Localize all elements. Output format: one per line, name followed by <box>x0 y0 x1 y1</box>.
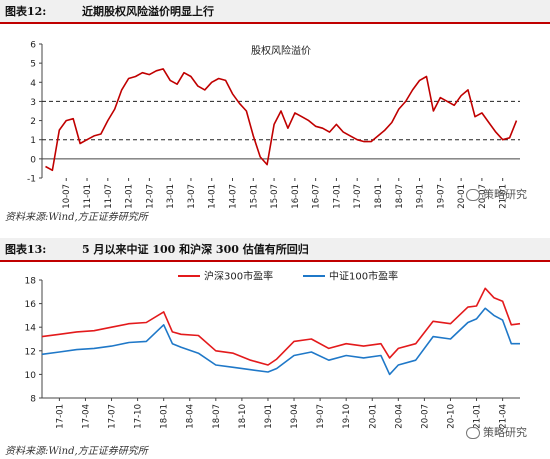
x-tick-label: 17-07 <box>108 404 118 429</box>
figure2-header: 图表13: 5 月以来中证 100 和沪深 300 估值有所回归 <box>0 238 550 262</box>
x-tick-label: 14-01 <box>208 184 218 209</box>
x-tick-label: 21-01 <box>499 184 509 209</box>
figure1-watermark: 策略研究 <box>466 186 527 202</box>
series-line-1 <box>41 287 521 366</box>
x-tick-label: 17-10 <box>134 404 144 429</box>
y-tick-label: 4 <box>30 79 36 89</box>
wechat-icon <box>466 189 480 201</box>
x-tick-label: 17-04 <box>81 404 91 429</box>
series-line-1 <box>45 68 518 172</box>
figure1-number: 图表12: <box>5 5 47 18</box>
x-tick-label: 17-01 <box>55 404 65 429</box>
y-tick-label: 18 <box>25 277 37 287</box>
y-tick-label: 12 <box>25 347 36 357</box>
figure2-number: 图表13: <box>5 243 47 256</box>
x-tick-label: 16-07 <box>312 184 322 209</box>
x-tick-label: 19-04 <box>290 404 300 429</box>
x-tick-label: 11-01 <box>83 184 93 209</box>
x-tick-label: 18-01 <box>160 404 170 429</box>
figure1-chart: -1 0 1 2 3 4 5 6 10-07 11-01 11-07 12-01 12-07 13-01 1… <box>27 41 520 209</box>
x-tick-label: 19-01 <box>416 184 426 209</box>
legend-label-2: 中证100市盈率 <box>329 270 398 283</box>
y-tick-label: 3 <box>30 98 36 108</box>
y-tick-label: 16 <box>25 300 37 310</box>
x-tick-label: 20-01 <box>368 404 378 429</box>
series-line-2 <box>41 307 520 376</box>
x-tick-label: 18-10 <box>238 404 248 429</box>
y-tick-label: 10 <box>25 371 37 381</box>
legend-label-1: 沪深300市盈率 <box>204 270 273 283</box>
x-tick-label: 20-01 <box>457 184 467 209</box>
y-tick-label: 1 <box>30 136 36 146</box>
figure1-watermark-text: 策略研究 <box>483 188 527 201</box>
figure2-watermark-text: 策略研究 <box>483 426 527 439</box>
x-tick-label: 14-07 <box>229 184 239 209</box>
x-tick-label: 10-07 <box>62 184 72 209</box>
figure1-source: 资料来源:Wind,方正证券研究所 <box>5 212 148 223</box>
x-tick-label: 20-10 <box>446 404 456 429</box>
figure1-title: 近期股权风险溢价明显上行 <box>82 5 214 18</box>
y-tick-label: 6 <box>30 41 36 51</box>
x-tick-label: 21-01 <box>473 404 483 429</box>
x-tick-label: 11-07 <box>104 184 114 209</box>
x-tick-label: 20-07 <box>420 404 430 429</box>
x-tick-label: 15-01 <box>249 184 259 209</box>
x-tick-label: 18-01 <box>374 184 384 209</box>
x-tick-label: 20-04 <box>394 404 404 429</box>
x-tick-label: 18-07 <box>395 184 405 209</box>
x-tick-label: 13-01 <box>166 184 176 209</box>
x-tick-label: 19-01 <box>264 404 274 429</box>
x-tick-label: 21-04 <box>499 404 509 429</box>
y-tick-label: -1 <box>27 175 36 185</box>
wechat-icon <box>466 427 480 439</box>
x-tick-label: 12-07 <box>145 184 155 209</box>
x-tick-label: 16-01 <box>291 184 301 209</box>
chart-title: 股权风险溢价 <box>251 44 311 57</box>
x-tick-label: 17-07 <box>353 184 363 209</box>
x-tick-label: 15-07 <box>270 184 280 209</box>
x-tick-label: 19-07 <box>316 404 326 429</box>
x-tick-label: 13-07 <box>187 184 197 209</box>
y-tick-label: 0 <box>30 155 36 165</box>
figure2-watermark: 策略研究 <box>466 424 527 440</box>
figure2-title: 5 月以来中证 100 和沪深 300 估值有所回归 <box>82 243 309 256</box>
figure2-source: 资料来源:Wind,方正证券研究所 <box>5 446 148 457</box>
x-tick-label: 12-01 <box>125 184 135 209</box>
x-tick-label: 18-07 <box>212 404 222 429</box>
x-tick-label: 17-01 <box>332 184 342 209</box>
y-tick-label: 14 <box>25 324 37 334</box>
x-tick-label: 20-07 <box>478 184 488 209</box>
x-tick-label: 19-07 <box>436 184 446 209</box>
figure2-chart: 8 10 12 14 16 18 17-01 17-04 17-07 17-10 18-01 18-0… <box>25 270 521 429</box>
y-tick-label: 5 <box>30 60 36 70</box>
y-tick-label: 2 <box>30 117 36 127</box>
x-tick-label: 19-10 <box>342 404 352 429</box>
x-tick-label: 18-04 <box>186 404 196 429</box>
y-tick-label: 8 <box>30 395 36 405</box>
figure1-header: 图表12: 近期股权风险溢价明显上行 <box>0 0 550 24</box>
